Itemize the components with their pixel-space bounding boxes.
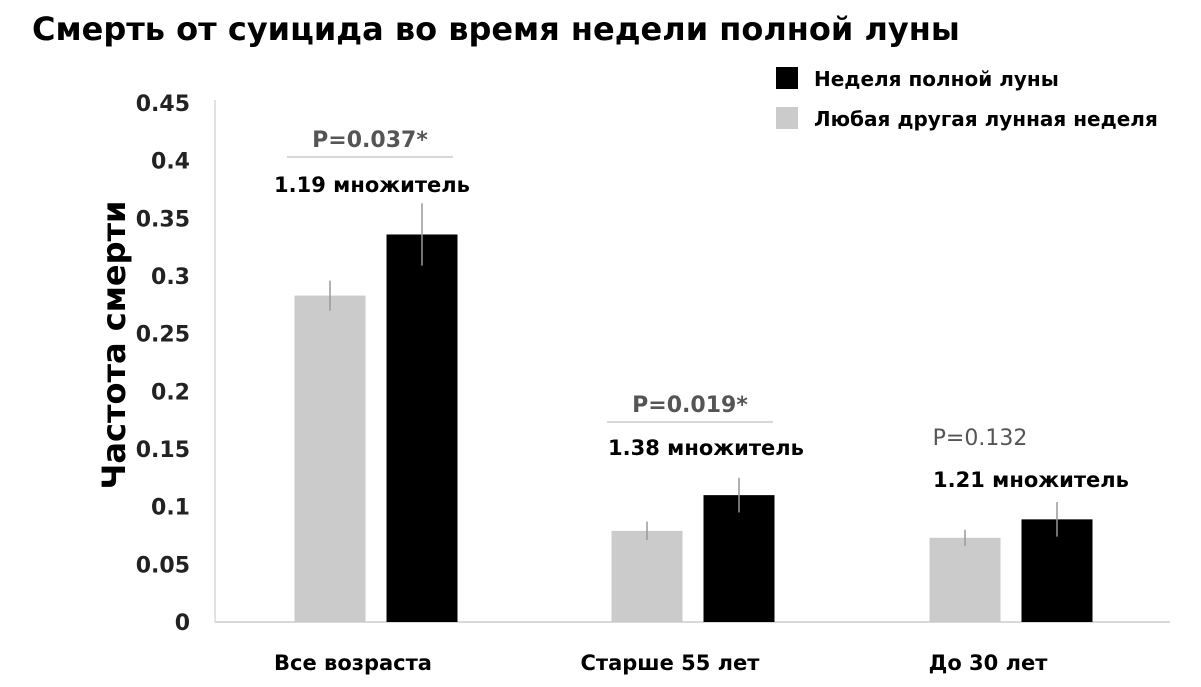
x-tick-label: Все возраста	[274, 651, 432, 675]
y-tick-label: 0.1	[151, 496, 190, 521]
bar	[703, 495, 775, 622]
y-tick-label: 0.25	[136, 323, 190, 348]
y-tick-label: 0.35	[136, 207, 190, 232]
ratio-label: 1.19 множитель	[274, 173, 470, 197]
y-axis-ticks: 0 0.05 0.1 0.15 0.2 0.25 0.3 0.35 0.4 0.45	[136, 92, 190, 636]
legend-label: Неделя полной луны	[814, 67, 1059, 91]
bar	[294, 295, 366, 622]
x-tick-label: Старше 55 лет	[581, 651, 761, 675]
p-value-label: P=0.037*	[312, 128, 428, 153]
y-tick-label: 0.15	[136, 438, 190, 463]
p-value-label: P=0.019*	[632, 393, 748, 418]
y-axis-label: Частота смерти	[95, 201, 133, 490]
p-value-label: P=0.132	[933, 426, 1028, 451]
bar	[929, 537, 1001, 622]
y-tick-label: 0.45	[136, 92, 190, 117]
y-tick-label: 0.4	[151, 150, 190, 175]
legend-label: Любая другая лунная неделя	[814, 107, 1158, 131]
y-tick-label: 0.05	[136, 553, 190, 578]
legend-swatch	[776, 107, 798, 129]
bars	[294, 203, 1093, 623]
legend-swatch	[776, 67, 798, 89]
ratio-label: 1.21 множитель	[933, 468, 1129, 492]
y-tick-label: 0.2	[151, 380, 190, 405]
ratio-label: 1.38 множитель	[608, 436, 804, 460]
legend: Неделя полной луны Любая другая лунная не…	[776, 67, 1158, 131]
bar	[386, 234, 458, 623]
x-axis-labels: Все возраста Старше 55 лет До 30 лет	[274, 651, 1048, 675]
y-tick-label: 0	[175, 611, 190, 636]
y-tick-label: 0.3	[151, 265, 190, 290]
annotations: P=0.037* 1.19 множитель P=0.019* 1.38 множи…	[274, 128, 1129, 492]
bar	[611, 530, 683, 622]
x-tick-label: До 30 лет	[929, 651, 1049, 675]
chart-title: Смерть от суицида во время недели полной…	[32, 10, 960, 48]
